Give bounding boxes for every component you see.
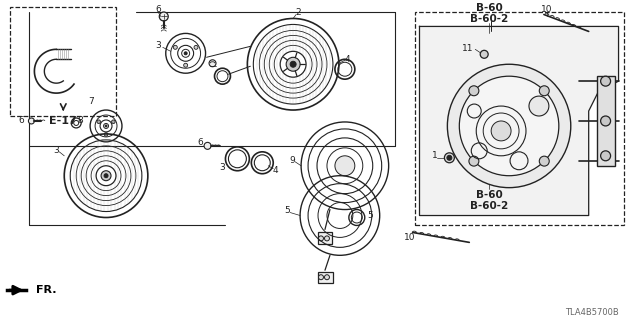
Polygon shape: [419, 27, 618, 215]
Circle shape: [101, 171, 111, 181]
Circle shape: [159, 12, 168, 21]
Circle shape: [491, 121, 511, 141]
Text: 8: 8: [77, 116, 83, 125]
Circle shape: [447, 64, 571, 188]
Text: B-60
B-60-2: B-60 B-60-2: [470, 190, 508, 212]
Bar: [10, 6, 116, 116]
Circle shape: [335, 156, 355, 176]
Text: 10: 10: [404, 233, 415, 242]
Circle shape: [469, 156, 479, 166]
Bar: [596, 76, 614, 166]
Circle shape: [204, 142, 211, 149]
Circle shape: [111, 120, 115, 124]
Circle shape: [319, 275, 323, 280]
Circle shape: [324, 236, 330, 241]
Text: 6: 6: [155, 5, 161, 14]
Text: 3: 3: [155, 41, 161, 50]
Circle shape: [460, 76, 559, 176]
Circle shape: [444, 153, 454, 163]
Circle shape: [209, 60, 216, 67]
Text: 3: 3: [220, 163, 225, 172]
Circle shape: [319, 236, 323, 241]
Circle shape: [173, 45, 177, 49]
Text: 4: 4: [345, 55, 351, 64]
Circle shape: [600, 116, 611, 126]
Circle shape: [184, 63, 188, 67]
Text: FR.: FR.: [36, 285, 57, 295]
Text: 10: 10: [541, 5, 552, 14]
Circle shape: [447, 155, 452, 160]
Circle shape: [184, 52, 187, 55]
Text: 5: 5: [284, 206, 290, 215]
Circle shape: [290, 61, 296, 67]
Circle shape: [105, 125, 107, 127]
Bar: [415, 12, 623, 226]
Text: 7: 7: [88, 97, 94, 106]
Circle shape: [469, 86, 479, 96]
Circle shape: [104, 132, 108, 136]
Text: 11: 11: [461, 44, 473, 53]
Circle shape: [324, 275, 330, 280]
Text: E-17: E-17: [49, 116, 77, 126]
Text: 1: 1: [431, 151, 437, 160]
Circle shape: [540, 156, 549, 166]
Circle shape: [104, 174, 108, 178]
Text: 6: 6: [19, 116, 24, 125]
Circle shape: [194, 45, 198, 49]
Circle shape: [540, 86, 549, 96]
Text: TLA4B5700B: TLA4B5700B: [564, 308, 618, 316]
Bar: [318, 232, 332, 244]
Text: 3: 3: [53, 146, 59, 155]
Text: 2: 2: [295, 8, 301, 17]
Bar: [318, 272, 333, 283]
Circle shape: [480, 50, 488, 58]
Text: 9: 9: [289, 156, 295, 165]
Circle shape: [600, 151, 611, 161]
Text: 6: 6: [198, 138, 204, 148]
Circle shape: [529, 96, 549, 116]
Circle shape: [600, 76, 611, 86]
Circle shape: [97, 120, 100, 124]
Text: B-60
B-60-2: B-60 B-60-2: [470, 3, 508, 24]
Circle shape: [286, 57, 300, 71]
Text: 5: 5: [367, 211, 372, 220]
Text: 4: 4: [273, 166, 278, 175]
Circle shape: [28, 118, 35, 124]
